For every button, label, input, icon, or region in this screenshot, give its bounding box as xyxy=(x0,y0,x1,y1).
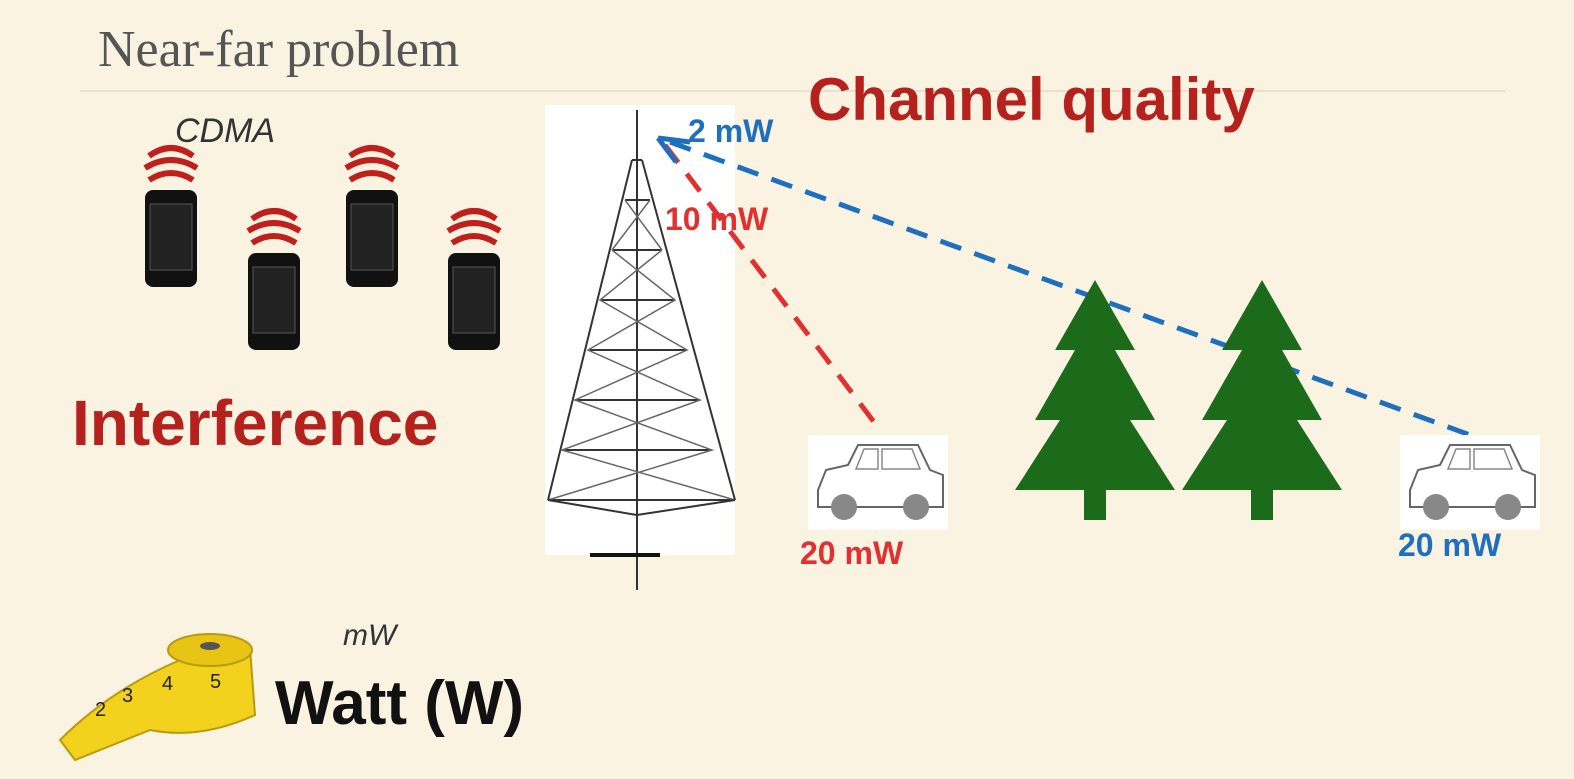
tape-number: 2 xyxy=(95,699,106,721)
car xyxy=(808,435,948,530)
title: Near-far problem xyxy=(98,21,459,78)
phones xyxy=(143,145,502,350)
mw-note: mW xyxy=(343,619,399,652)
near-signal xyxy=(663,143,882,432)
arrow-head xyxy=(656,135,691,164)
car-near-label: 20 mW xyxy=(800,535,904,571)
tape-measure: 2 3 4 5 xyxy=(58,633,257,762)
phone xyxy=(344,145,400,287)
interference-label: Interference xyxy=(72,387,438,459)
tape-number: 5 xyxy=(210,671,221,693)
phone xyxy=(446,208,502,350)
tape-number: 3 xyxy=(122,685,133,707)
watt-label: Watt (W) xyxy=(275,669,524,738)
tower-red-label: 10 mW xyxy=(665,201,769,237)
tape-number: 4 xyxy=(162,673,173,695)
tower xyxy=(545,105,736,590)
car-far-label: 20 mW xyxy=(1398,527,1502,563)
car xyxy=(1400,435,1540,530)
phone xyxy=(143,145,199,287)
tower-blue-label: 2 mW xyxy=(688,113,774,149)
channel-quality-label: Channel quality xyxy=(808,66,1255,133)
phone xyxy=(246,208,302,350)
trees xyxy=(1015,280,1342,520)
cdma-note: CDMA xyxy=(175,112,275,150)
